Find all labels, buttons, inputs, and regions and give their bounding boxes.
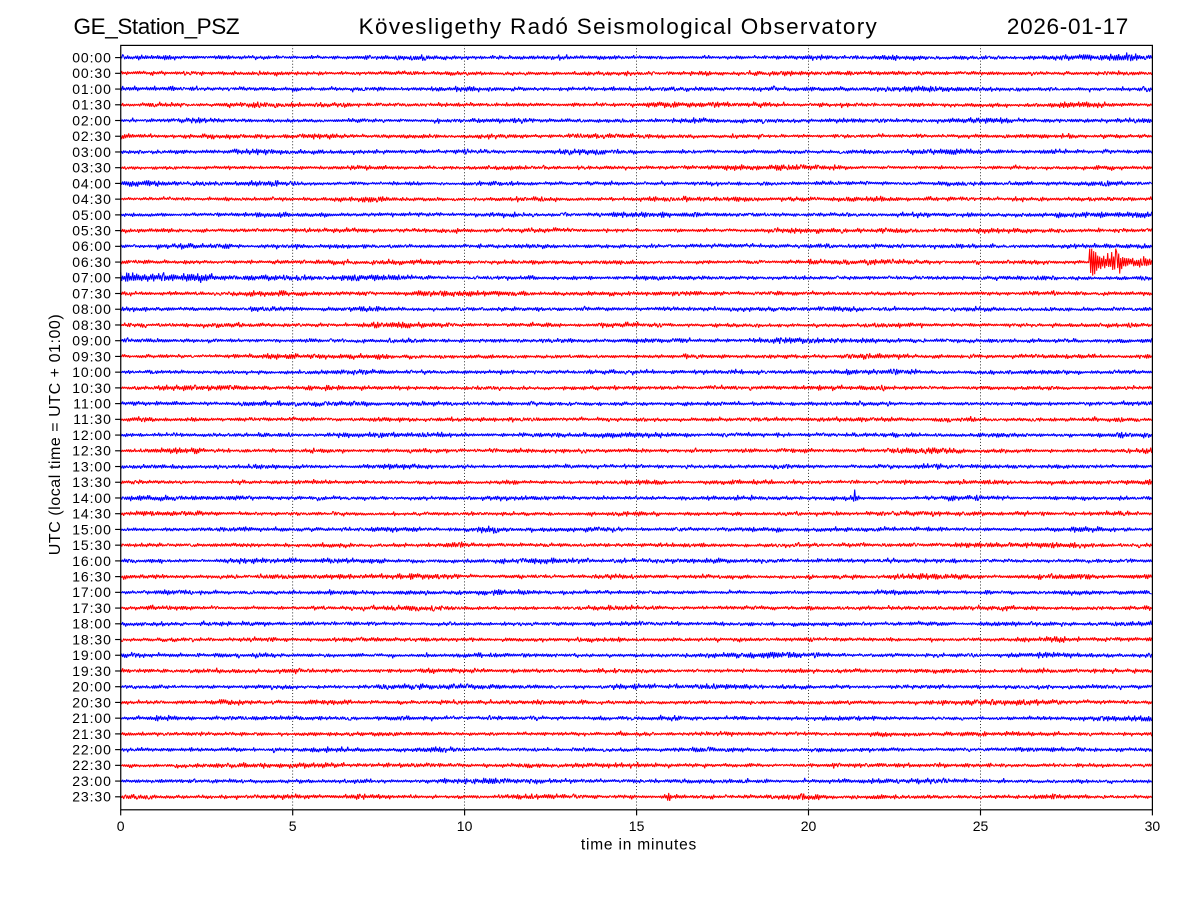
svg-text:5: 5 (289, 818, 297, 834)
svg-text:00:00: 00:00 (72, 50, 112, 66)
svg-text:07:30: 07:30 (72, 285, 112, 301)
svg-text:12:30: 12:30 (72, 443, 112, 459)
svg-text:01:00: 01:00 (72, 81, 112, 97)
svg-text:20: 20 (801, 818, 817, 834)
svg-text:00:30: 00:30 (72, 65, 112, 81)
svg-text:10: 10 (457, 818, 473, 834)
svg-text:Kövesligethy Radó Seismologica: Kövesligethy Radó Seismological Observat… (359, 14, 879, 39)
svg-text:22:30: 22:30 (72, 757, 112, 773)
svg-text:GE_Station_PSZ: GE_Station_PSZ (74, 14, 240, 39)
svg-text:05:00: 05:00 (72, 207, 112, 223)
svg-text:02:30: 02:30 (72, 128, 112, 144)
svg-text:20:30: 20:30 (72, 694, 112, 710)
svg-text:22:00: 22:00 (72, 742, 112, 758)
svg-text:14:00: 14:00 (72, 490, 112, 506)
svg-text:16:00: 16:00 (72, 553, 112, 569)
svg-text:08:30: 08:30 (72, 317, 112, 333)
svg-text:17:30: 17:30 (72, 600, 112, 616)
svg-text:06:00: 06:00 (72, 238, 112, 254)
svg-text:15: 15 (629, 818, 645, 834)
svg-text:20:00: 20:00 (72, 679, 112, 695)
svg-text:12:00: 12:00 (72, 427, 112, 443)
svg-text:19:00: 19:00 (72, 647, 112, 663)
svg-text:09:00: 09:00 (72, 333, 112, 349)
svg-text:23:30: 23:30 (72, 789, 112, 805)
svg-text:05:30: 05:30 (72, 223, 112, 239)
svg-text:18:30: 18:30 (72, 631, 112, 647)
svg-text:21:00: 21:00 (72, 710, 112, 726)
svg-text:2026-01-17: 2026-01-17 (1007, 14, 1129, 39)
svg-text:09:30: 09:30 (72, 348, 112, 364)
svg-text:10:00: 10:00 (72, 364, 112, 380)
svg-text:13:30: 13:30 (72, 474, 112, 490)
svg-text:02:00: 02:00 (72, 112, 112, 128)
svg-text:06:30: 06:30 (72, 254, 112, 270)
svg-text:time in minutes: time in minutes (581, 837, 697, 854)
svg-text:04:00: 04:00 (72, 175, 112, 191)
svg-text:15:30: 15:30 (72, 537, 112, 553)
svg-text:0: 0 (117, 818, 125, 834)
svg-text:14:30: 14:30 (72, 506, 112, 522)
svg-text:01:30: 01:30 (72, 97, 112, 113)
svg-text:03:00: 03:00 (72, 144, 112, 160)
svg-text:23:00: 23:00 (72, 773, 112, 789)
svg-text:07:00: 07:00 (72, 270, 112, 286)
svg-text:04:30: 04:30 (72, 191, 112, 207)
svg-text:08:00: 08:00 (72, 301, 112, 317)
svg-text:30: 30 (1145, 818, 1161, 834)
svg-text:UTC (local time = UTC + 01:00): UTC (local time = UTC + 01:00) (47, 314, 64, 555)
svg-text:19:30: 19:30 (72, 663, 112, 679)
svg-text:21:30: 21:30 (72, 726, 112, 742)
svg-text:11:30: 11:30 (73, 411, 112, 427)
svg-text:18:00: 18:00 (72, 616, 112, 632)
svg-text:11:00: 11:00 (73, 396, 112, 412)
svg-text:16:30: 16:30 (72, 569, 112, 585)
svg-text:17:00: 17:00 (72, 584, 112, 600)
svg-text:15:00: 15:00 (72, 521, 112, 537)
svg-text:10:30: 10:30 (72, 380, 112, 396)
svg-text:03:30: 03:30 (72, 160, 112, 176)
svg-text:13:00: 13:00 (72, 458, 112, 474)
svg-text:25: 25 (973, 818, 989, 834)
